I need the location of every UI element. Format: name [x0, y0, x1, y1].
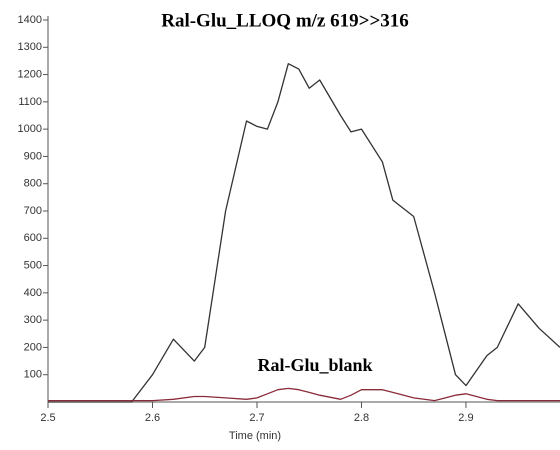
y-tick-label: 1000	[18, 123, 42, 135]
y-tick-label: 900	[24, 150, 42, 162]
y-tick-label: 800	[24, 178, 42, 190]
y-tick-label: 1300	[18, 41, 42, 53]
y-tick-label: 300	[24, 314, 42, 326]
chart-title: Ral-Glu_LLOQ m/z 619>>316	[161, 10, 409, 31]
annotation: Ral-Glu_blank	[257, 355, 372, 375]
y-tick-label: 700	[24, 205, 42, 217]
y-tick-label: 600	[24, 232, 42, 244]
y-tick-label: 1200	[18, 68, 42, 80]
x-tick-label: 2.7	[249, 412, 264, 424]
y-tick-label: 1100	[18, 96, 42, 108]
y-tick-label: 200	[24, 341, 42, 353]
series-line	[48, 387, 560, 402]
x-tick-label: 2.5	[40, 412, 55, 424]
series-line	[48, 63, 560, 403]
x-axis-label: Time (min)	[229, 430, 281, 442]
x-tick-label: 2.9	[458, 412, 473, 424]
y-tick-label: 1400	[18, 14, 42, 26]
y-tick-label: 400	[24, 287, 42, 299]
x-tick-label: 2.8	[354, 412, 369, 424]
x-tick-label: 2.6	[145, 412, 160, 424]
y-tick-label: 100	[24, 369, 42, 381]
y-tick-label: 500	[24, 259, 42, 271]
